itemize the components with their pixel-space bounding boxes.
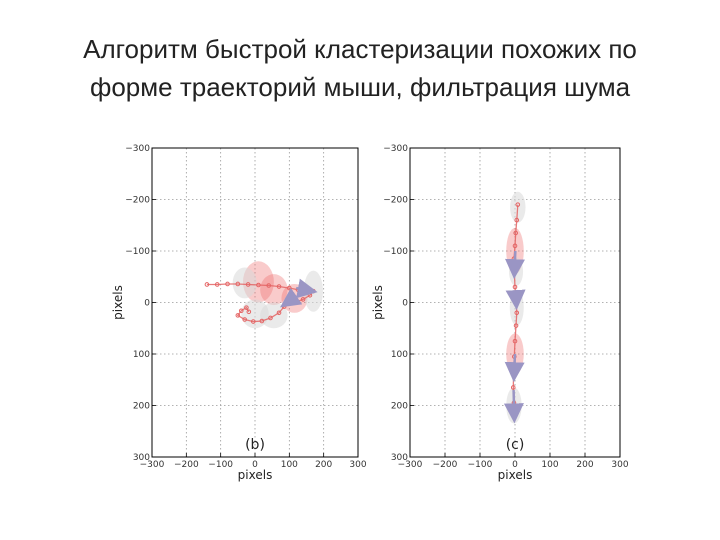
- panel-b-trajectory-point: [250, 319, 256, 324]
- panel-c-trajectory-point: [512, 338, 518, 344]
- panel-b-y-tick-label: 200: [133, 402, 150, 412]
- panel-b-trajectory-point: [204, 282, 210, 287]
- panel-c-trajectory-point: [513, 323, 519, 328]
- panel-b-trajectory-point: [276, 284, 282, 289]
- panel-b-x-axis-label: pixels: [238, 468, 273, 482]
- panel-b-trajectory-point: [242, 317, 247, 322]
- panel-b-cluster-ellipse: [232, 267, 257, 299]
- panel-b-x-tick-label: −100: [208, 460, 233, 470]
- panel-b-trajectory-point: [259, 318, 265, 324]
- panel-b-trajectory-point: [276, 310, 282, 316]
- panel-c-trajectory-point: [515, 202, 521, 207]
- slide-title-line-1: Алгоритм быстрой кластеризации похожих п…: [83, 34, 637, 64]
- panel-c-y-tick-label: −200: [383, 196, 408, 206]
- panel-b-trajectory-point: [256, 282, 261, 288]
- panel-c-direction-arrow: [504, 250, 525, 280]
- panel-b-trajectory-point: [245, 282, 251, 287]
- panel-b-trajectory-point: [235, 281, 241, 287]
- panel-b-x-tick-label: −200: [174, 460, 199, 470]
- panel-c-x-tick-label: 0: [512, 460, 518, 470]
- panel-c-x-tick-label: −300: [398, 460, 423, 470]
- panel-b-trajectory-point: [235, 313, 241, 318]
- panel-c-x-tick-label: 300: [611, 460, 628, 470]
- panel-b-x-tick-label: 100: [281, 460, 298, 470]
- panel-c-direction-arrow: [504, 353, 525, 383]
- panel-c-direction-arrow: [503, 390, 524, 424]
- panel-c-x-tick-label: −200: [433, 460, 458, 470]
- panel-b-trajectory-point: [244, 305, 249, 310]
- panel-c-trajectory-point: [514, 217, 520, 223]
- panel-c-y-tick-label: 100: [391, 350, 408, 360]
- panel-c-y-tick-label: −300: [383, 144, 408, 154]
- panel-c-y-axis-label: pixels: [371, 285, 385, 320]
- panel-b-x-tick-label: 300: [349, 460, 366, 470]
- panel-c-x-tick-label: 100: [541, 460, 558, 470]
- panel-c-y-tick-label: 300: [391, 453, 408, 463]
- panel-b-trajectory-point: [266, 283, 272, 288]
- slide-title: Алгоритм быстрой кластеризации похожих п…: [20, 30, 700, 106]
- panel-b-y-tick-label: 0: [144, 299, 150, 309]
- panel-b-label: (b): [245, 437, 265, 453]
- panel-b-y-tick-label: 100: [133, 350, 150, 360]
- panel-b-x-tick-label: −300: [140, 460, 165, 470]
- panel-b-y-tick-label: −100: [125, 247, 150, 257]
- panel-c-y-tick-label: 200: [391, 402, 408, 412]
- panel-c-x-tick-label: 200: [576, 460, 593, 470]
- panel-b-y-axis-label: pixels: [111, 285, 125, 320]
- panel-b-x-tick-label: 0: [252, 460, 258, 470]
- panel-b-trajectory-point: [246, 309, 252, 315]
- panel-b-trajectory-point: [238, 308, 244, 314]
- panel-b-y-tick-label: −300: [125, 144, 150, 154]
- panel-b-y-tick-label: −200: [125, 196, 150, 206]
- panel-b-trajectory-point: [214, 282, 220, 287]
- slide-title-line-2: форме траекторий мыши, фильтрация шума: [89, 72, 631, 102]
- panel-c-x-axis-label: pixels: [498, 468, 533, 482]
- panel-c-trajectory-point: [510, 385, 516, 390]
- panel-b-direction-arrow: [280, 287, 303, 308]
- panel-c-direction-arrow: [505, 289, 526, 311]
- panel-c-trajectory-point: [512, 284, 518, 290]
- panel-b-y-tick-label: 300: [133, 453, 150, 463]
- panel-c-trajectory-point: [514, 310, 520, 316]
- panel-c-y-tick-label: 0: [402, 299, 408, 309]
- panel-b-trajectory-point: [225, 281, 230, 287]
- panel-c-label: (c): [506, 437, 525, 453]
- panel-b-x-tick-label: 200: [315, 460, 332, 470]
- panel-c-x-tick-label: −100: [468, 460, 493, 470]
- panel-b-trajectory-point: [268, 315, 273, 321]
- panel-c-y-tick-label: −100: [383, 247, 408, 257]
- panel-c-trajectory-point: [513, 230, 519, 236]
- panel-c-trajectory-point: [512, 243, 518, 249]
